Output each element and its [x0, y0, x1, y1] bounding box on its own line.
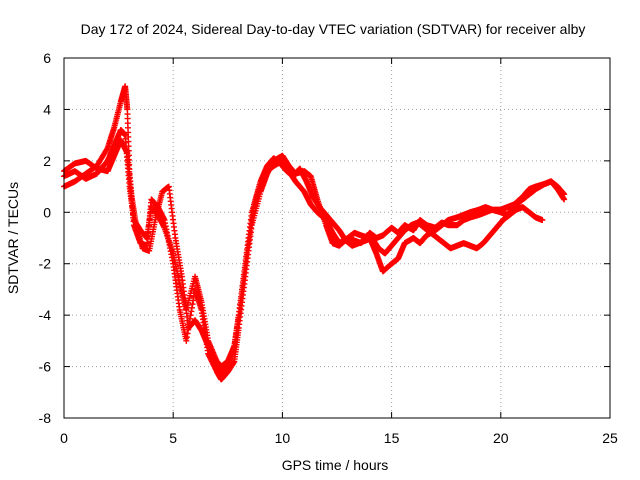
y-tick-label: 4: [43, 101, 51, 117]
axis-ticks: 0 5 10 15 20 25 -8 -6 -4 -2 0 2 4 6: [39, 50, 618, 446]
y-tick-label: -4: [39, 307, 52, 323]
chart-title: Day 172 of 2024, Sidereal Day-to-day VTE…: [81, 21, 586, 37]
plot-frame: [63, 57, 611, 419]
series-track-2: [61, 127, 568, 370]
data-point: [103, 146, 110, 153]
x-tick-label: 25: [602, 430, 618, 446]
y-tick-label: 6: [43, 50, 51, 66]
x-tick-label: 0: [60, 430, 68, 446]
y-tick-label: -8: [39, 410, 52, 426]
y-tick-label: -2: [39, 256, 52, 272]
y-tick-label: -6: [39, 359, 52, 375]
grid: [64, 58, 610, 418]
y-tick-label: 2: [43, 153, 51, 169]
data-point: [539, 217, 546, 223]
x-tick-label: 5: [169, 430, 177, 446]
y-axis-label: SDTVAR / TECUs: [5, 182, 21, 294]
y-tick-label: 0: [43, 204, 51, 220]
series-track-3: [61, 137, 546, 378]
x-tick-label: 20: [493, 430, 509, 446]
data-points: [61, 83, 568, 383]
x-axis-label: GPS time / hours: [282, 457, 389, 473]
x-tick-label: 15: [384, 430, 400, 446]
x-tick-label: 10: [275, 430, 291, 446]
data-point: [561, 196, 568, 203]
